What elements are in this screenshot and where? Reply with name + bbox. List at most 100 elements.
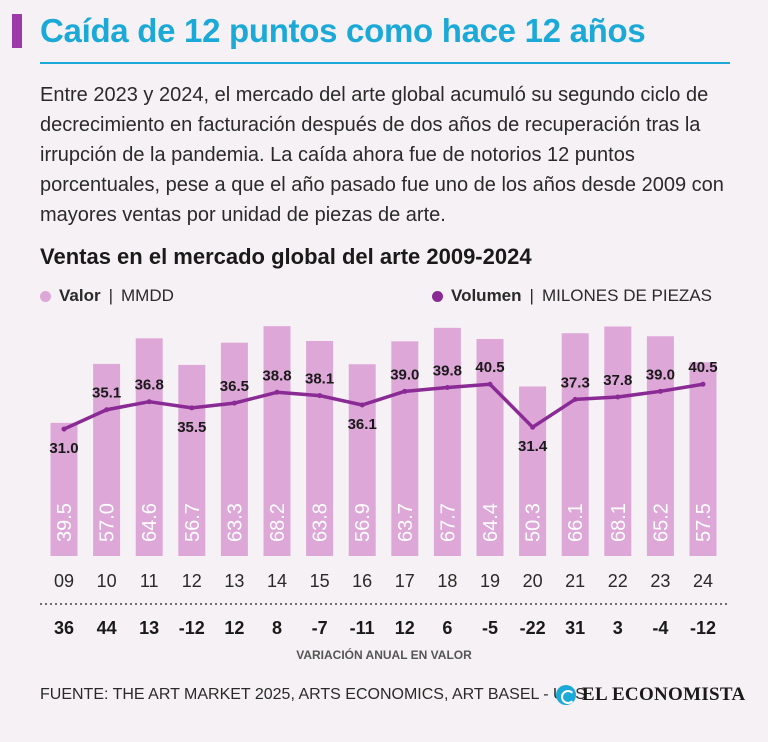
volumen-value-label: 36.1 (348, 416, 377, 433)
bar-value-label: 64.4 (480, 503, 502, 542)
bar-valor-14 (263, 326, 291, 556)
bar-value-label: 65.2 (650, 503, 672, 542)
variation-label: -11 (350, 618, 375, 638)
bar-value-label: 56.7 (182, 503, 204, 542)
bar-valor-10 (93, 363, 121, 556)
bar-value-label: 56.9 (352, 503, 374, 542)
volumen-value-label: 39.8 (433, 363, 462, 380)
bar-valor-09 (50, 422, 78, 556)
x-tick-label: 14 (267, 571, 287, 591)
volumen-point-14 (274, 389, 280, 395)
volumen-value-label: 35.5 (177, 419, 206, 436)
variation-label: 8 (272, 618, 282, 638)
legend-valor-unit: MMDD (121, 286, 174, 305)
x-tick-label: 17 (395, 571, 415, 591)
x-tick-label: 24 (693, 571, 713, 591)
x-tick-label: 18 (437, 571, 457, 591)
bar-value-label: 63.3 (224, 503, 246, 542)
bar-valor-20 (519, 386, 547, 556)
variation-label: 36 (54, 618, 74, 638)
x-tick-label: 20 (523, 571, 543, 591)
bar-value-label: 63.7 (395, 503, 417, 542)
bar-value-label: 57.5 (693, 503, 715, 542)
variation-label: -22 (520, 618, 546, 638)
bar-value-label: 39.5 (54, 503, 76, 542)
volumen-value-label: 31.0 (49, 440, 78, 457)
volumen-value-label: 35.1 (92, 385, 121, 402)
title-accent-bar (12, 14, 22, 48)
volumen-value-label: 36.8 (135, 377, 164, 394)
volumen-point-16 (359, 402, 365, 408)
volumen-point-10 (104, 407, 110, 413)
legend-valor: Valor | MMDD (40, 286, 174, 306)
volumen-point-21 (572, 396, 578, 402)
bar-valor-11 (135, 338, 163, 556)
x-tick-label: 22 (608, 571, 628, 591)
legend-volumen: Volumen | MILONES DE PIEZAS (432, 286, 712, 306)
variation-label: -4 (652, 618, 668, 638)
volumen-value-label: 39.0 (646, 366, 675, 383)
x-tick-label: 10 (97, 571, 117, 591)
legend-separator: | (108, 286, 114, 305)
bar-valor-13 (220, 342, 248, 556)
variation-label: 44 (97, 618, 117, 638)
brand-icon (556, 685, 576, 705)
source-note: FUENTE: THE ART MARKET 2025, ARTS ECONOM… (40, 686, 586, 703)
legend-valor-label: Valor (59, 286, 101, 305)
bar-valor-18 (433, 327, 461, 556)
page-title: Caída de 12 puntos como hace 12 años (40, 12, 646, 49)
bar-value-label: 63.8 (310, 503, 332, 542)
x-tick-label: 23 (650, 571, 670, 591)
variation-label: -12 (179, 618, 205, 638)
chart-title: Ventas en el mercado global del arte 200… (40, 244, 532, 269)
volumen-point-09 (61, 426, 67, 432)
variation-caption: VARIACIÓN ANUAL EN VALOR (296, 648, 472, 662)
volumen-point-22 (615, 394, 621, 400)
volumen-point-13 (231, 400, 237, 406)
variation-label: 12 (224, 618, 244, 638)
intro-paragraph: Entre 2023 y 2024, el mercado del arte g… (40, 84, 724, 226)
bar-valor-15 (306, 340, 334, 556)
bar-valor-22 (604, 326, 632, 556)
legend-valor-swatch (40, 290, 51, 302)
volumen-value-label: 31.4 (518, 438, 548, 455)
volumen-point-20 (530, 424, 536, 430)
legend-volumen-swatch (432, 290, 443, 302)
bar-value-label: 57.0 (97, 503, 119, 542)
title-divider (40, 62, 730, 64)
x-tick-label: 21 (565, 571, 585, 591)
variation-label: 31 (565, 618, 585, 638)
variation-label: -5 (482, 618, 498, 638)
volumen-line (63, 382, 704, 431)
variation-label: 6 (442, 618, 452, 638)
bar-value-label: 68.2 (267, 503, 289, 542)
bar-value-label: 64.6 (139, 503, 161, 542)
volumen-value-label: 39.0 (390, 366, 419, 383)
brand-logo: EL ECONOMISTA (556, 684, 746, 706)
volumen-point-12 (189, 405, 195, 411)
bar-value-label: 67.7 (437, 503, 459, 542)
bar-valor-24 (689, 362, 717, 556)
volumen-point-18 (444, 385, 450, 391)
volumen-value-label: 38.1 (305, 371, 334, 388)
x-tick-label: 09 (54, 571, 74, 591)
variation-label: 12 (395, 618, 415, 638)
bar-valor-19 (476, 338, 504, 556)
variation-label: 3 (613, 618, 623, 638)
legend-volumen-label: Volumen (451, 286, 522, 305)
volumen-value-label: 40.5 (688, 359, 717, 376)
bar-valor-12 (178, 364, 206, 556)
volumen-value-label: 36.5 (220, 378, 249, 395)
x-tick-label: 19 (480, 571, 500, 591)
variation-label: -12 (690, 618, 716, 638)
volumen-point-19 (487, 381, 493, 387)
volumen-point-23 (657, 388, 663, 394)
volumen-point-24 (700, 381, 706, 387)
volumen-point-17 (402, 388, 408, 394)
volumen-value-label: 37.8 (603, 372, 632, 389)
x-tick-label: 12 (182, 571, 202, 591)
volumen-point-15 (317, 393, 323, 399)
volumen-value-label: 38.8 (262, 367, 291, 384)
bar-value-label: 68.1 (608, 503, 630, 542)
